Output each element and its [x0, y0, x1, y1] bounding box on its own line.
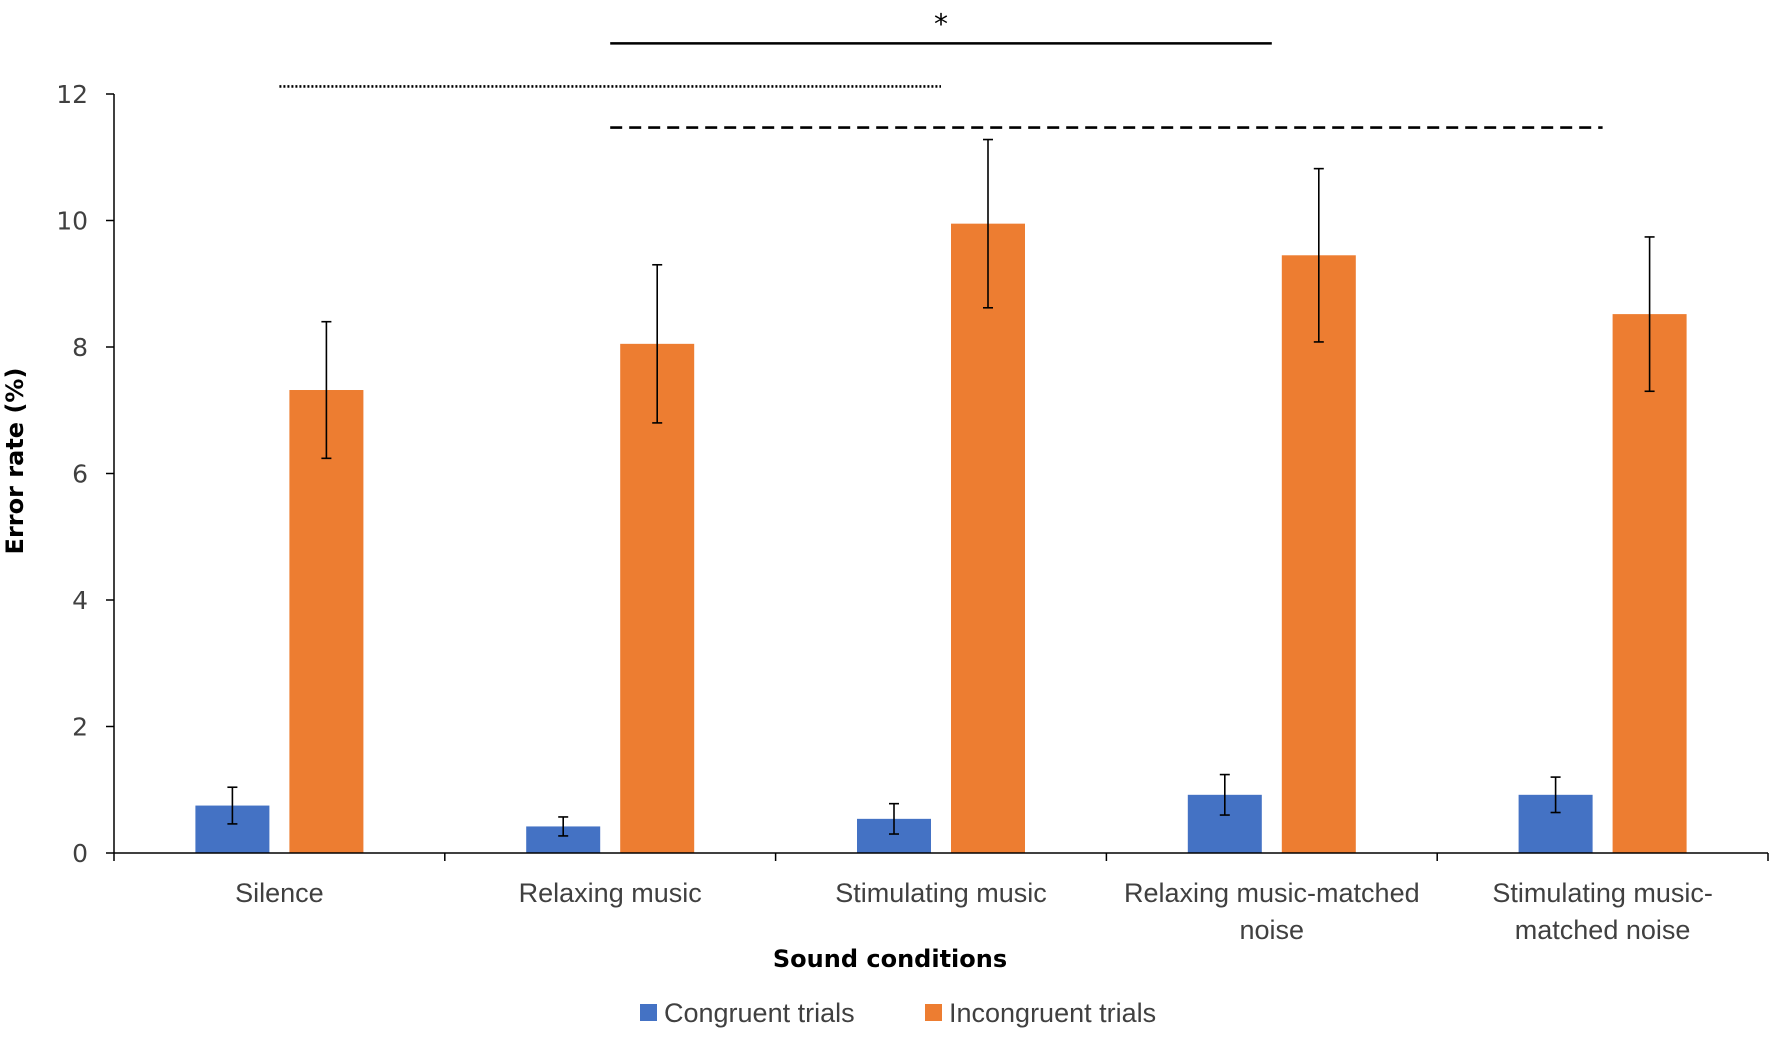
- bar: [1612, 314, 1687, 853]
- y-tick-label: 12: [56, 80, 88, 109]
- y-tick-label: 10: [56, 207, 88, 236]
- bar: [289, 390, 364, 853]
- y-tick-label: 6: [72, 460, 88, 489]
- legend-label: Incongruent trials: [949, 998, 1156, 1028]
- y-tick-label: 2: [72, 713, 88, 742]
- y-tick-label: 4: [72, 586, 88, 615]
- y-axis-title: Error rate (%): [1, 368, 29, 555]
- x-category-label: Relaxing music-matched: [1124, 878, 1420, 908]
- x-category-label: Stimulating music-: [1492, 878, 1713, 908]
- legend-label: Congruent trials: [664, 998, 855, 1028]
- x-category-label: Stimulating music: [835, 878, 1047, 908]
- bars: [195, 223, 1687, 854]
- y-tick-label: 0: [72, 839, 88, 868]
- bar: [951, 223, 1025, 854]
- significance-label: *: [934, 7, 948, 40]
- legend-swatch: [640, 1004, 657, 1021]
- legend-swatch: [925, 1004, 942, 1021]
- x-axis: Silence Relaxing music Stimulating music Re…: [113, 852, 1769, 945]
- y-tick-label: 8: [72, 333, 88, 362]
- y-axis: 0 2 4 6 8 10 12: [56, 80, 115, 868]
- bar: [1281, 255, 1356, 854]
- x-category-label: Relaxing music: [519, 878, 702, 908]
- bar: [620, 343, 695, 853]
- x-category-label: Silence: [235, 878, 324, 908]
- error-bars: [227, 138, 1655, 837]
- legend: Congruent trials Incongruent trials: [640, 998, 1156, 1028]
- x-category-label: noise: [1240, 915, 1305, 945]
- x-axis-title: Sound conditions: [773, 945, 1007, 973]
- x-category-label: matched noise: [1515, 915, 1691, 945]
- significance-markers: *: [279, 7, 1603, 129]
